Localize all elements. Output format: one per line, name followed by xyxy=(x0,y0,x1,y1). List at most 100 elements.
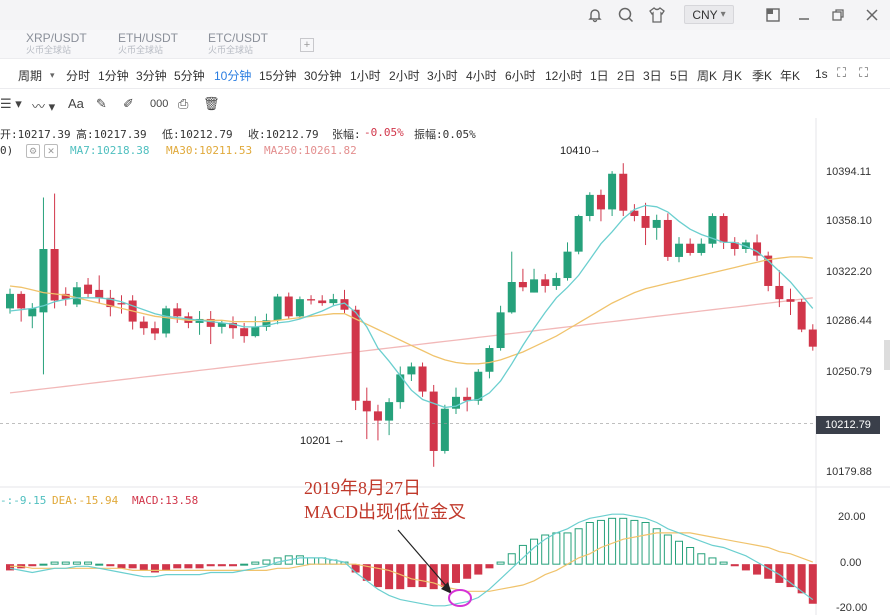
pair-tab-exchange: 火币全球站 xyxy=(208,45,254,55)
candle-body xyxy=(385,402,394,421)
candle-body xyxy=(95,289,104,298)
period-12[interactable]: 12小时 xyxy=(545,69,583,83)
macd-bar xyxy=(240,563,249,566)
period-18[interactable]: 月K xyxy=(722,69,743,83)
period-6[interactable]: 30分钟 xyxy=(304,69,342,83)
candle-body xyxy=(329,299,338,304)
candle-body xyxy=(775,285,784,300)
macd-bar xyxy=(106,564,115,567)
scrollbar[interactable] xyxy=(884,340,890,370)
maximize-icon[interactable] xyxy=(828,5,848,25)
candle-body xyxy=(485,348,494,372)
candle-body xyxy=(708,216,717,244)
candle-body xyxy=(530,279,539,293)
candle-body xyxy=(28,308,37,317)
macd-bar xyxy=(530,538,539,565)
macd-bar xyxy=(496,561,505,565)
drawing-toolbar: ☰ ▾ 〰 ▾ Aa ✎ ✐ 000 ⎙ 🗑 xyxy=(0,92,890,118)
golden-cross-circle xyxy=(448,589,472,607)
candle-body xyxy=(641,216,650,228)
search-icon[interactable] xyxy=(616,5,636,25)
ma30-legend: MA30:10211.53 xyxy=(166,144,253,157)
macd-bar xyxy=(429,564,438,590)
period-19[interactable]: 季K xyxy=(752,69,773,83)
bell-icon[interactable] xyxy=(585,5,605,25)
candle-body xyxy=(173,308,182,317)
period-8[interactable]: 2小时 xyxy=(389,69,420,83)
macd-bar xyxy=(764,564,773,579)
snapshot-icon[interactable]: ⎙ xyxy=(178,96,189,111)
candle-body xyxy=(463,396,472,401)
pen-icon[interactable]: ✐ xyxy=(123,96,134,111)
minimize-icon[interactable] xyxy=(794,5,814,25)
fullscreen-icon[interactable]: ⛶ xyxy=(837,65,847,80)
line-style-icon[interactable]: 〰 ▾ xyxy=(32,99,56,114)
period-21[interactable]: 1s xyxy=(815,67,828,81)
candle-body xyxy=(596,194,605,210)
chevron-down-icon[interactable]: ▾ xyxy=(50,70,55,80)
period-4[interactable]: 10分钟 xyxy=(214,69,252,83)
candle-body xyxy=(563,251,572,279)
add-tab-button[interactable]: + xyxy=(300,38,314,52)
period-5[interactable]: 15分钟 xyxy=(259,69,297,83)
period-13[interactable]: 1日 xyxy=(590,69,609,83)
shirt-icon[interactable] xyxy=(647,5,667,25)
period-15[interactable]: 3日 xyxy=(643,69,662,83)
candle-body xyxy=(351,309,360,401)
period-1[interactable]: 1分钟 xyxy=(98,69,129,83)
period-7[interactable]: 1小时 xyxy=(350,69,381,83)
macd-bar xyxy=(229,564,237,567)
macd-bar xyxy=(585,522,594,565)
high-marker-label: 10410 xyxy=(560,145,591,157)
close-icon[interactable]: ✕ xyxy=(44,144,58,158)
macd-bar xyxy=(574,528,583,565)
period-11[interactable]: 6小时 xyxy=(505,69,536,83)
fit-screen-icon[interactable]: ⛶ xyxy=(859,65,869,80)
trash-icon[interactable]: 🗑 xyxy=(203,96,220,111)
macd-bar xyxy=(686,547,695,565)
macd-bar xyxy=(719,561,728,565)
candle-body xyxy=(574,216,583,252)
macd-bar xyxy=(206,564,215,567)
pair-tab-xrp[interactable]: XRP/USDT 火币全球站 xyxy=(26,32,116,58)
cny-dropdown[interactable]: CNY ▾ xyxy=(684,5,734,24)
period-9[interactable]: 3小时 xyxy=(427,69,458,83)
period-3[interactable]: 5分钟 xyxy=(174,69,205,83)
dea-legend: DEA:-15.94 xyxy=(52,494,119,507)
candle-body xyxy=(206,318,215,327)
pair-tab-eth[interactable]: ETH/USDT 火币全球站 xyxy=(118,32,208,58)
macd-bar xyxy=(753,564,762,575)
close-icon[interactable] xyxy=(862,5,882,25)
candle-body xyxy=(719,216,728,243)
price-axis-label: 10394.11 xyxy=(826,166,872,178)
candle-body xyxy=(507,282,516,313)
indicator-menu-icon[interactable]: ☰ ▾ xyxy=(0,96,22,111)
candle-body xyxy=(630,210,639,216)
text-tool-icon[interactable]: Aa xyxy=(68,96,84,111)
macd-bar xyxy=(195,564,204,569)
ohlc-amplitude: 振幅:0.05% xyxy=(414,128,476,141)
candle-body xyxy=(741,242,750,249)
macd-bar xyxy=(596,519,605,565)
period-16[interactable]: 5日 xyxy=(670,69,689,83)
period-14[interactable]: 2日 xyxy=(617,69,636,83)
macd-bar xyxy=(385,564,394,590)
period-17[interactable]: 周K xyxy=(697,69,718,83)
period-0[interactable]: 分时 xyxy=(66,69,91,83)
candle-body xyxy=(362,400,371,412)
candle-body xyxy=(373,411,382,421)
period-2[interactable]: 3分钟 xyxy=(136,69,167,83)
candle-body xyxy=(318,300,327,304)
settings-icon[interactable]: ⚙ xyxy=(26,144,40,158)
candle-body xyxy=(340,299,349,310)
period-10[interactable]: 4小时 xyxy=(466,69,497,83)
restore-icon[interactable] xyxy=(763,5,783,25)
period-20[interactable]: 年K xyxy=(780,69,801,83)
ohlc-open: 开:10217.39 xyxy=(0,128,71,141)
ruler-icon[interactable]: ✎ xyxy=(96,96,107,111)
pair-tab-etc[interactable]: ETC/USDT 火币全球站 xyxy=(208,32,298,58)
number-format-icon[interactable]: 000 xyxy=(150,98,169,110)
macd-bar xyxy=(307,557,316,565)
macd-axis-label: 0.00 xyxy=(840,557,862,569)
